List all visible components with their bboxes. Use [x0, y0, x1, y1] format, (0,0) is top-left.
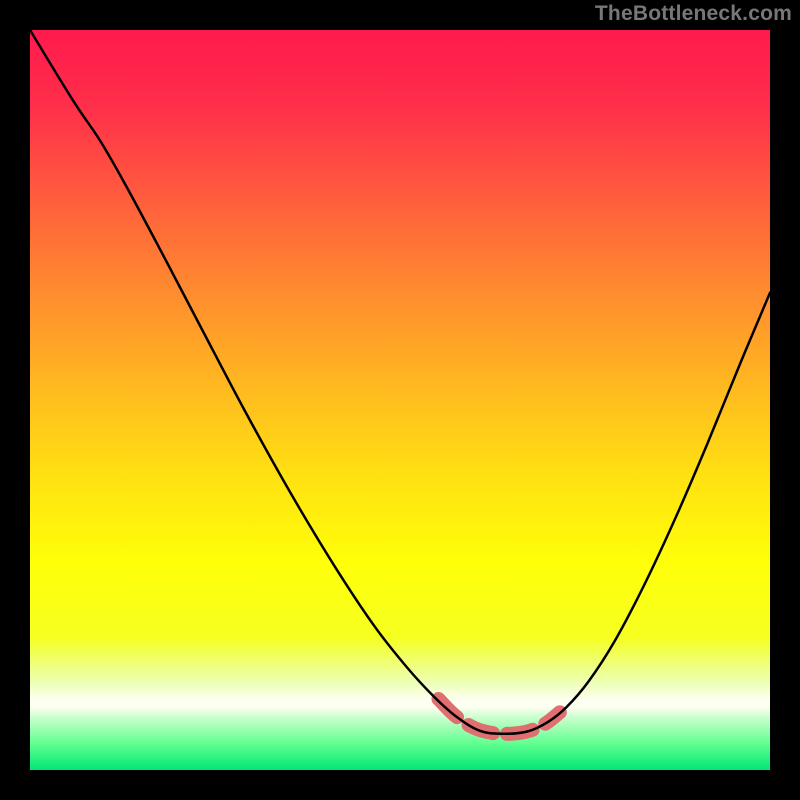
bottleneck-chart: [0, 0, 800, 800]
watermark-text: TheBottleneck.com: [595, 2, 792, 26]
